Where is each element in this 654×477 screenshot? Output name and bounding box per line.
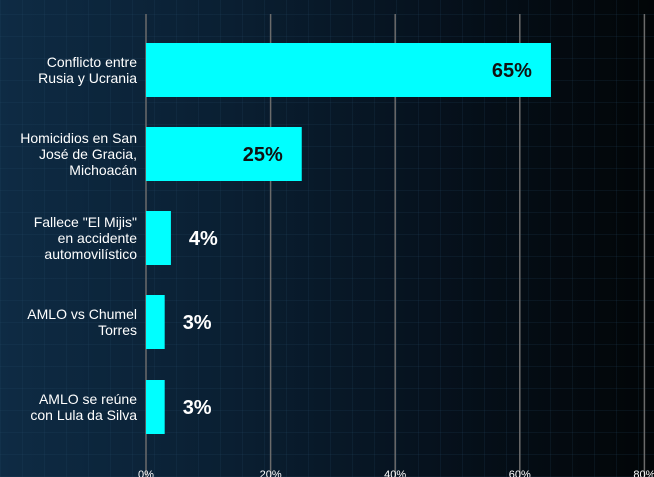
bars bbox=[146, 43, 551, 434]
data-label: 3% bbox=[183, 312, 212, 334]
category-label: Homicidios en San José de Gracia, Michoacá… bbox=[20, 130, 137, 178]
x-tick-label: 40% bbox=[384, 469, 406, 477]
bar bbox=[146, 127, 302, 181]
bar bbox=[146, 211, 171, 265]
x-tick-label: 0% bbox=[138, 469, 154, 477]
value-labels: 65% 25% 4% 3% 3% bbox=[183, 60, 532, 419]
data-label: 4% bbox=[189, 228, 218, 250]
category-label: Conflicto entre Rusia y Ucrania bbox=[38, 54, 137, 86]
x-tick-label: 20% bbox=[260, 469, 282, 477]
category-label: Fallece "El Mijis" en accidente automovilí… bbox=[34, 214, 138, 262]
data-label: 25% bbox=[243, 144, 283, 166]
category-label: AMLO se reúne con Lula da Silva bbox=[30, 391, 137, 423]
category-label: AMLO vs Chumel Torres bbox=[27, 306, 137, 338]
bar bbox=[146, 43, 551, 97]
x-tick-label: 60% bbox=[509, 469, 531, 477]
data-label: 3% bbox=[183, 397, 212, 419]
x-tick-labels: 0% 20% 40% 60% 80% bbox=[138, 469, 654, 477]
category-labels: Conflicto entre Rusia y Ucrania Homicidios… bbox=[20, 54, 137, 423]
bar bbox=[146, 380, 165, 434]
bar bbox=[146, 295, 165, 349]
x-tick-label: 80% bbox=[633, 469, 654, 477]
data-label: 65% bbox=[492, 60, 532, 82]
